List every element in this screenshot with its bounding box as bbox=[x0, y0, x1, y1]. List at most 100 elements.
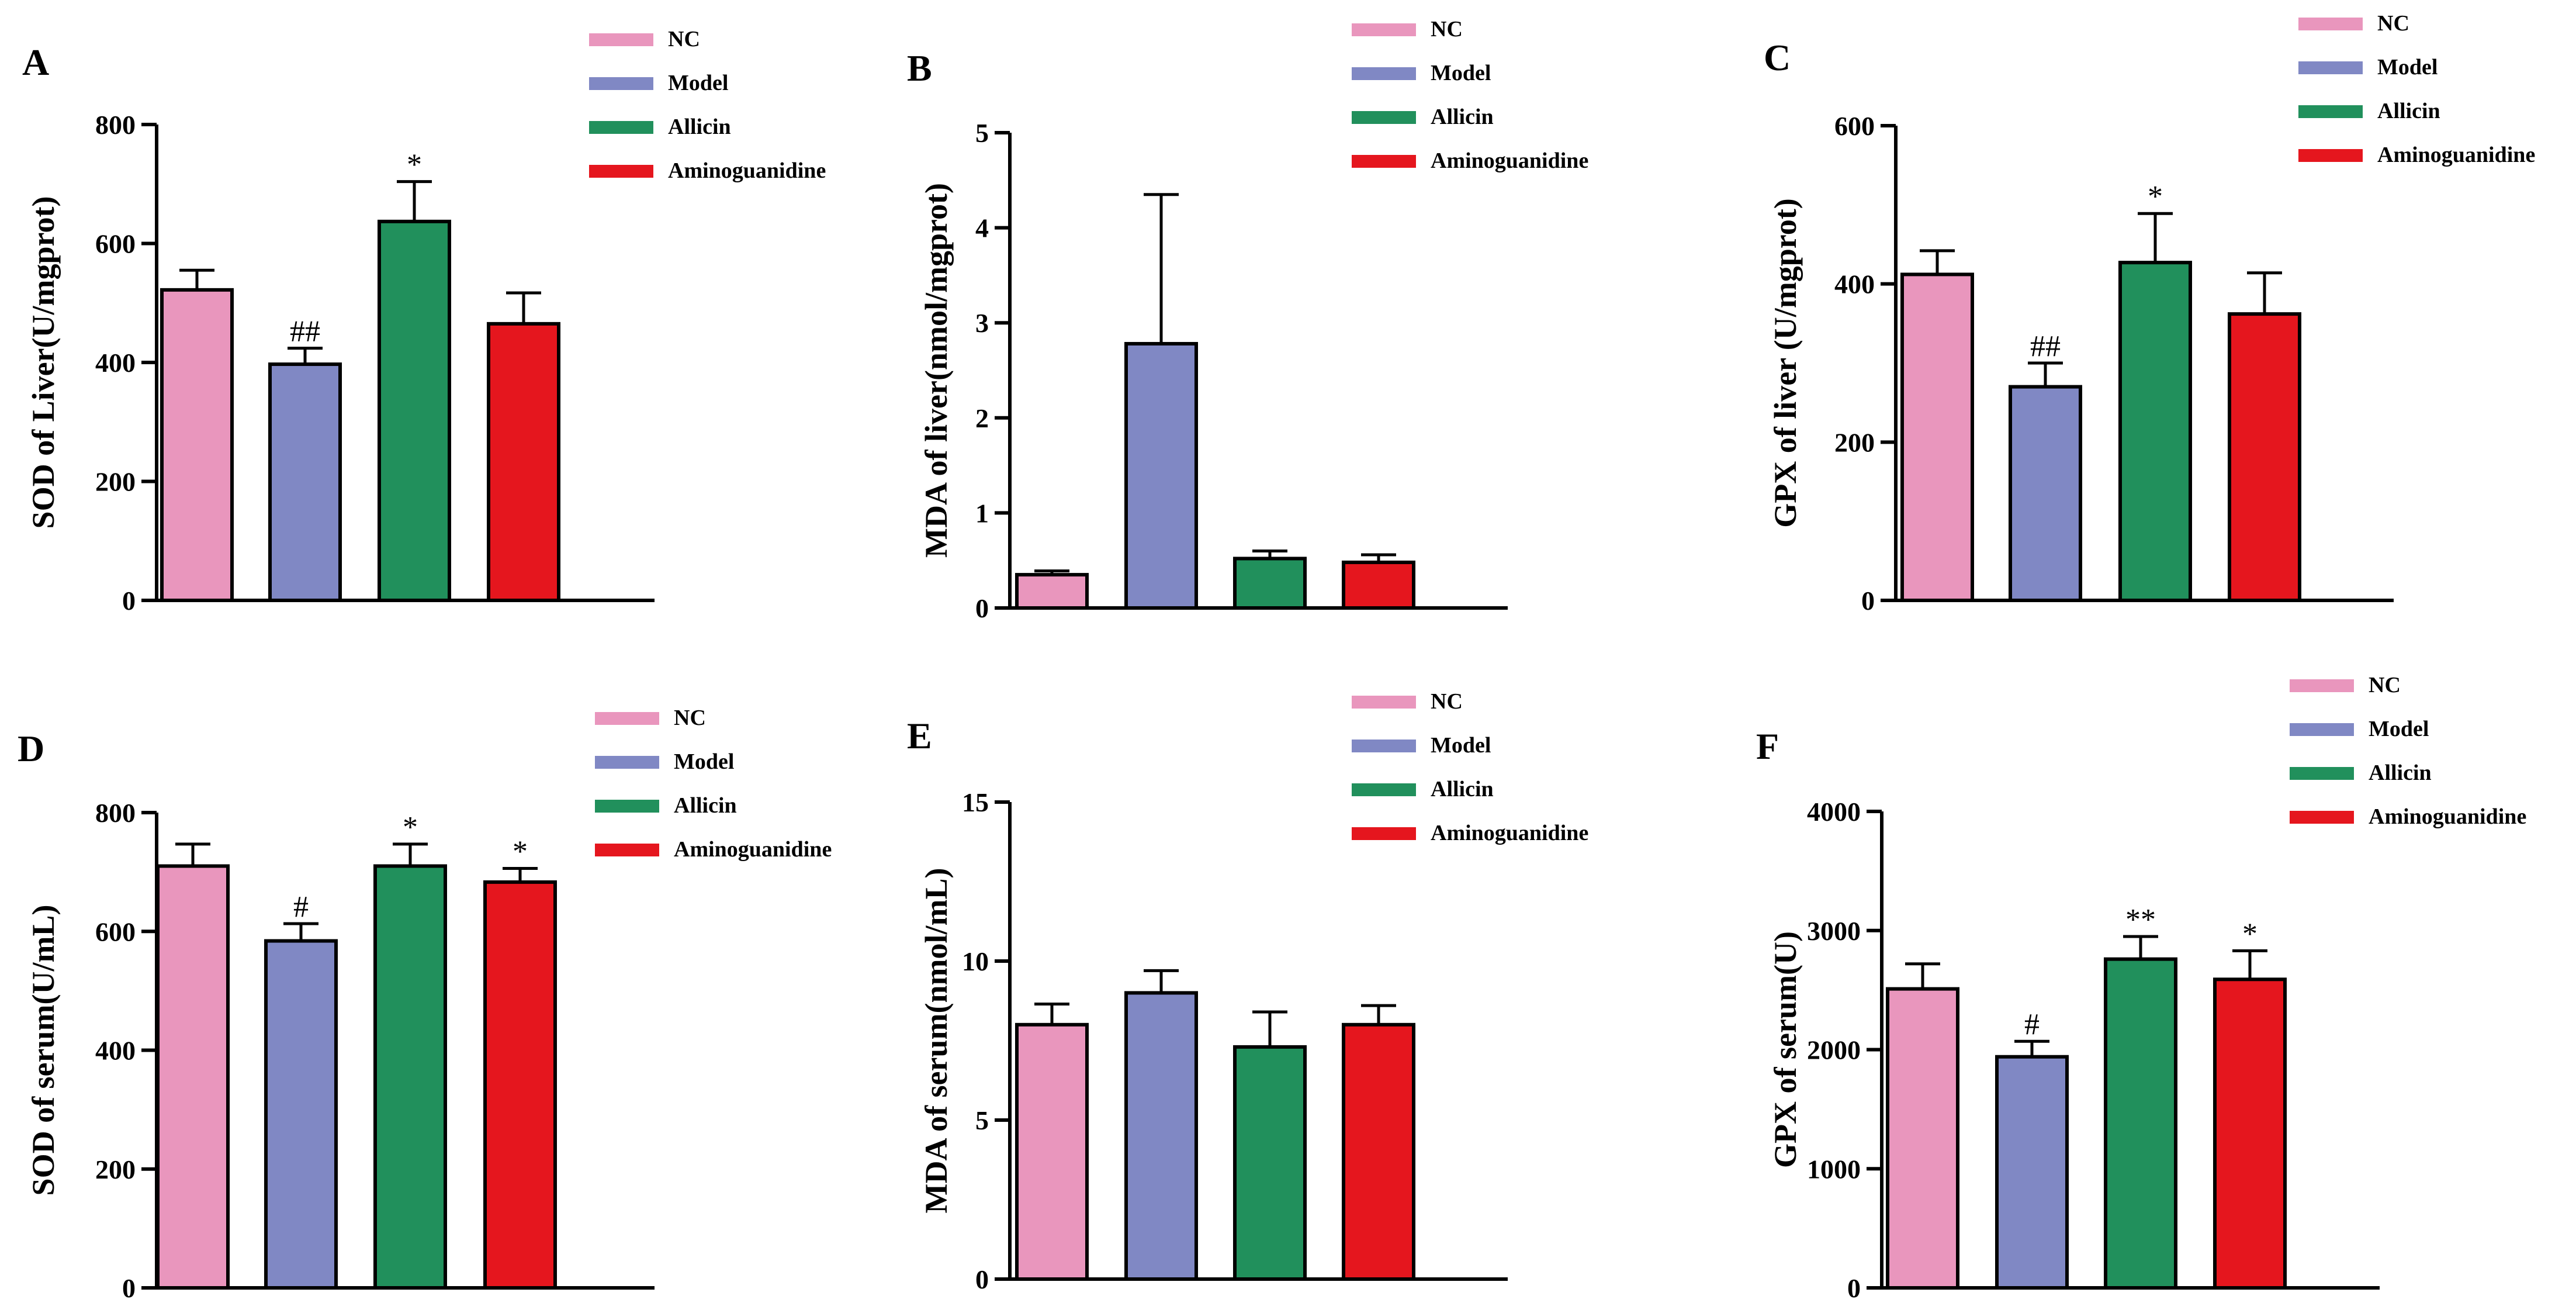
significance-mark: ## bbox=[290, 315, 320, 348]
legend-swatch bbox=[595, 756, 659, 769]
y-tick-label: 2 bbox=[975, 403, 989, 433]
legend-label: Allicin bbox=[1431, 105, 1494, 129]
legend-label: Model bbox=[1431, 61, 1491, 85]
y-tick-label: 0 bbox=[122, 1273, 136, 1303]
y-tick-label: 400 bbox=[95, 348, 136, 378]
bar-aminoguanidine bbox=[1342, 560, 1415, 610]
y-tick-label: 0 bbox=[975, 593, 989, 623]
y-tick-label: 1000 bbox=[1807, 1154, 1861, 1184]
y-tick-label: 1 bbox=[975, 498, 989, 528]
bar-allicin bbox=[1233, 557, 1307, 610]
legend-swatch bbox=[2290, 723, 2354, 736]
legend-label: Allicin bbox=[2377, 99, 2440, 123]
bar-model bbox=[264, 939, 338, 1290]
y-tick-label: 600 bbox=[1834, 111, 1875, 141]
legend-swatch bbox=[589, 165, 653, 178]
significance-mark: * bbox=[2242, 917, 2258, 951]
bar-allicin bbox=[2118, 261, 2192, 603]
legend-swatch bbox=[1352, 67, 1416, 80]
legend-swatch bbox=[1352, 696, 1416, 709]
legend-label: Model bbox=[1431, 733, 1491, 758]
legend-label: NC bbox=[674, 706, 706, 730]
legend-swatch bbox=[1352, 155, 1416, 168]
legend-label: Allicin bbox=[1431, 777, 1494, 801]
bar-aminoguanidine bbox=[2228, 312, 2301, 602]
bar-nc bbox=[1015, 1022, 1089, 1281]
error-bar bbox=[1361, 553, 1396, 562]
error-bar bbox=[1252, 1010, 1287, 1047]
bar-model bbox=[268, 362, 342, 602]
bar-aminoguanidine bbox=[487, 322, 560, 602]
y-tick-label: 5 bbox=[975, 1105, 989, 1135]
error-bar bbox=[2138, 212, 2173, 263]
error-bar bbox=[1361, 1004, 1396, 1025]
legend-label: Aminoguanidine bbox=[674, 837, 832, 862]
y-tick-label: 3000 bbox=[1807, 916, 1861, 946]
legend-swatch bbox=[589, 33, 653, 46]
bar-nc bbox=[160, 288, 234, 602]
bar-aminoguanidine bbox=[483, 880, 557, 1290]
error-bar bbox=[393, 842, 428, 866]
bar-model bbox=[1995, 1055, 2069, 1290]
legend-label: Model bbox=[674, 749, 734, 774]
error-bar bbox=[1252, 549, 1287, 559]
y-tick-label: 600 bbox=[95, 917, 136, 946]
legend-swatch bbox=[1352, 23, 1416, 36]
legend-label: NC bbox=[1431, 17, 1463, 42]
y-tick-label: 4000 bbox=[1807, 797, 1861, 827]
bar-nc bbox=[156, 864, 230, 1290]
y-axis-label: GPX of liver (U/mgprot) bbox=[1768, 198, 1803, 527]
legend-swatch bbox=[2290, 767, 2354, 780]
legend-label: Aminoguanidine bbox=[1431, 148, 1588, 173]
y-tick-label: 5 bbox=[975, 118, 989, 148]
y-axis-label: SOD of serum(U/mL) bbox=[26, 905, 61, 1196]
legend-swatch bbox=[2290, 811, 2354, 824]
legend-label: Model bbox=[2377, 55, 2437, 80]
error-bar bbox=[179, 268, 214, 290]
legend-swatch bbox=[589, 121, 653, 134]
legend-swatch bbox=[1352, 783, 1416, 796]
legend-label: Aminoguanidine bbox=[1431, 821, 1588, 845]
error-bar bbox=[175, 842, 210, 866]
bar-allicin bbox=[2104, 957, 2177, 1290]
bar-allicin bbox=[1233, 1045, 1307, 1281]
legend-label: Aminoguanidine bbox=[668, 158, 826, 183]
y-axis-label: SOD of Liver(U/mgprot) bbox=[26, 196, 61, 529]
error-bar bbox=[283, 922, 318, 941]
y-tick-label: 400 bbox=[1834, 269, 1875, 299]
y-tick-label: 15 bbox=[962, 787, 989, 817]
bar-allicin bbox=[373, 864, 447, 1290]
legend-swatch bbox=[1352, 740, 1416, 752]
legend-label: Allicin bbox=[2369, 761, 2432, 785]
error-bar bbox=[1144, 193, 1179, 344]
bar-model bbox=[1124, 341, 1198, 610]
bar-aminoguanidine bbox=[1342, 1022, 1415, 1281]
significance-mark: ** bbox=[2125, 903, 2156, 937]
panel-letter: F bbox=[1756, 725, 1779, 767]
y-axis-label: MDA of serum(nmol/mL) bbox=[919, 868, 954, 1214]
y-tick-label: 0 bbox=[122, 586, 136, 616]
error-bar bbox=[1034, 1002, 1069, 1025]
y-tick-label: 600 bbox=[95, 229, 136, 259]
error-bar bbox=[1905, 962, 1940, 989]
panel-e: E MDA of serum(nmol/mL) 0 5 10 15 NC Model Allic… bbox=[907, 689, 1588, 1294]
y-tick-label: 0 bbox=[1847, 1273, 1861, 1303]
legend-label: Model bbox=[668, 71, 728, 95]
error-bar bbox=[503, 867, 538, 882]
legend-swatch bbox=[2298, 105, 2363, 118]
legend-swatch bbox=[1352, 111, 1416, 124]
y-tick-label: 3 bbox=[975, 308, 989, 338]
legend-swatch bbox=[595, 712, 659, 725]
y-tick-label: 200 bbox=[95, 1155, 136, 1184]
significance-mark: # bbox=[293, 890, 309, 924]
y-tick-label: 0 bbox=[1861, 586, 1875, 616]
legend-swatch bbox=[595, 844, 659, 856]
bar-allicin bbox=[378, 219, 451, 603]
y-tick-label: 2000 bbox=[1807, 1035, 1861, 1065]
y-tick-label: 200 bbox=[1834, 427, 1875, 457]
panel-letter: A bbox=[22, 42, 49, 83]
error-bar bbox=[397, 180, 432, 222]
y-tick-label: 200 bbox=[95, 467, 136, 497]
significance-mark: * bbox=[513, 835, 528, 869]
y-tick-label: 0 bbox=[975, 1264, 989, 1294]
